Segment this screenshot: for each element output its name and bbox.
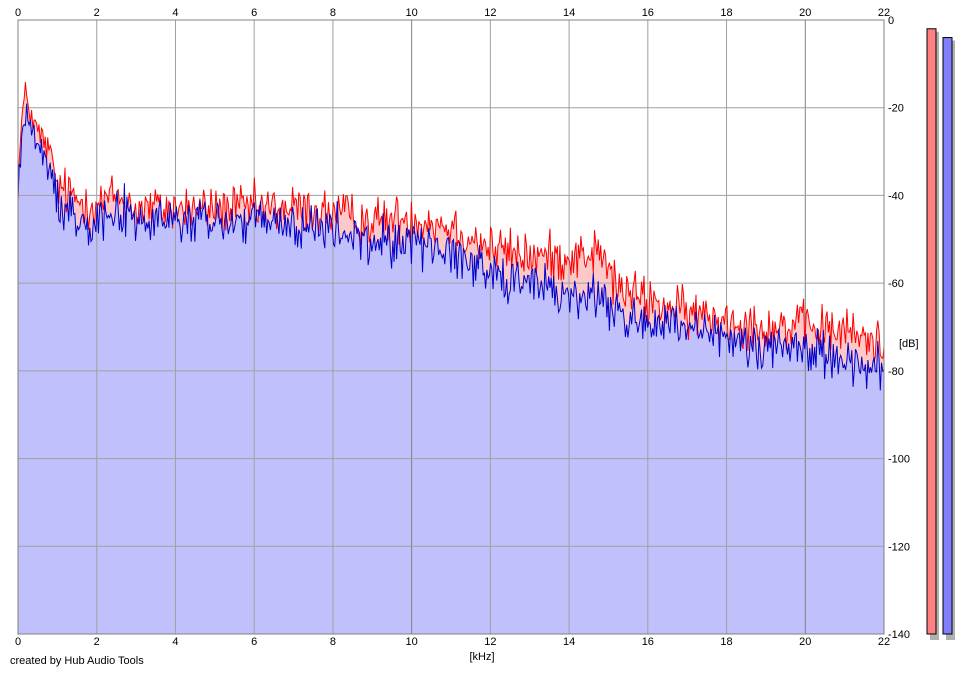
x-tick-label-top: 2 <box>94 7 100 19</box>
y-tick-label: -140 <box>888 629 910 641</box>
axis-layer: 002244668810101212141416161818202022220-… <box>15 7 910 648</box>
x-tick-label-bottom: 6 <box>251 636 257 648</box>
y-tick-label: -20 <box>888 103 904 115</box>
y-tick-label: 0 <box>888 15 894 27</box>
level-meter-red <box>926 28 937 635</box>
x-tick-label-top: 6 <box>251 7 257 19</box>
x-tick-label-bottom: 8 <box>330 636 336 648</box>
fill-layer <box>18 82 884 635</box>
x-tick-label-top: 4 <box>172 7 178 19</box>
x-tick-label-top: 14 <box>563 7 575 19</box>
x-tick-label-bottom: 10 <box>406 636 418 648</box>
x-tick-label-top: 16 <box>642 7 654 19</box>
level-meter-blue <box>942 37 953 635</box>
x-tick-label-bottom: 0 <box>15 636 21 648</box>
x-tick-label-top: 8 <box>330 7 336 19</box>
x-tick-label-top: 0 <box>15 7 21 19</box>
credit-text: created by Hub Audio Tools <box>10 655 144 667</box>
y-tick-label: -40 <box>888 190 904 202</box>
x-tick-label-bottom: 14 <box>563 636 575 648</box>
x-tick-label-top: 22 <box>878 7 890 19</box>
y-tick-label: -60 <box>888 278 904 290</box>
x-tick-label-top: 10 <box>406 7 418 19</box>
x-tick-label-bottom: 20 <box>799 636 811 648</box>
y-tick-label: -120 <box>888 541 910 553</box>
x-tick-label-bottom: 16 <box>642 636 654 648</box>
x-tick-label-bottom: 22 <box>878 636 890 648</box>
y-tick-label: -80 <box>888 366 904 378</box>
x-axis-unit-label: [kHz] <box>469 651 494 663</box>
x-tick-label-bottom: 18 <box>720 636 732 648</box>
x-tick-label-top: 12 <box>484 7 496 19</box>
area-fill-blue <box>18 103 884 634</box>
x-tick-label-top: 20 <box>799 7 811 19</box>
plot-border <box>17 19 885 635</box>
series-line-blue <box>17 103 885 391</box>
meter-layer <box>926 28 955 641</box>
x-tick-label-bottom: 4 <box>172 636 178 648</box>
series-line-red <box>17 82 885 362</box>
y-tick-label: -100 <box>888 454 910 466</box>
line-layer <box>17 82 885 391</box>
x-tick-label-bottom: 2 <box>94 636 100 648</box>
x-tick-label-bottom: 12 <box>484 636 496 648</box>
y-axis-unit-label: [dB] <box>899 338 919 350</box>
x-tick-label-top: 18 <box>720 7 732 19</box>
